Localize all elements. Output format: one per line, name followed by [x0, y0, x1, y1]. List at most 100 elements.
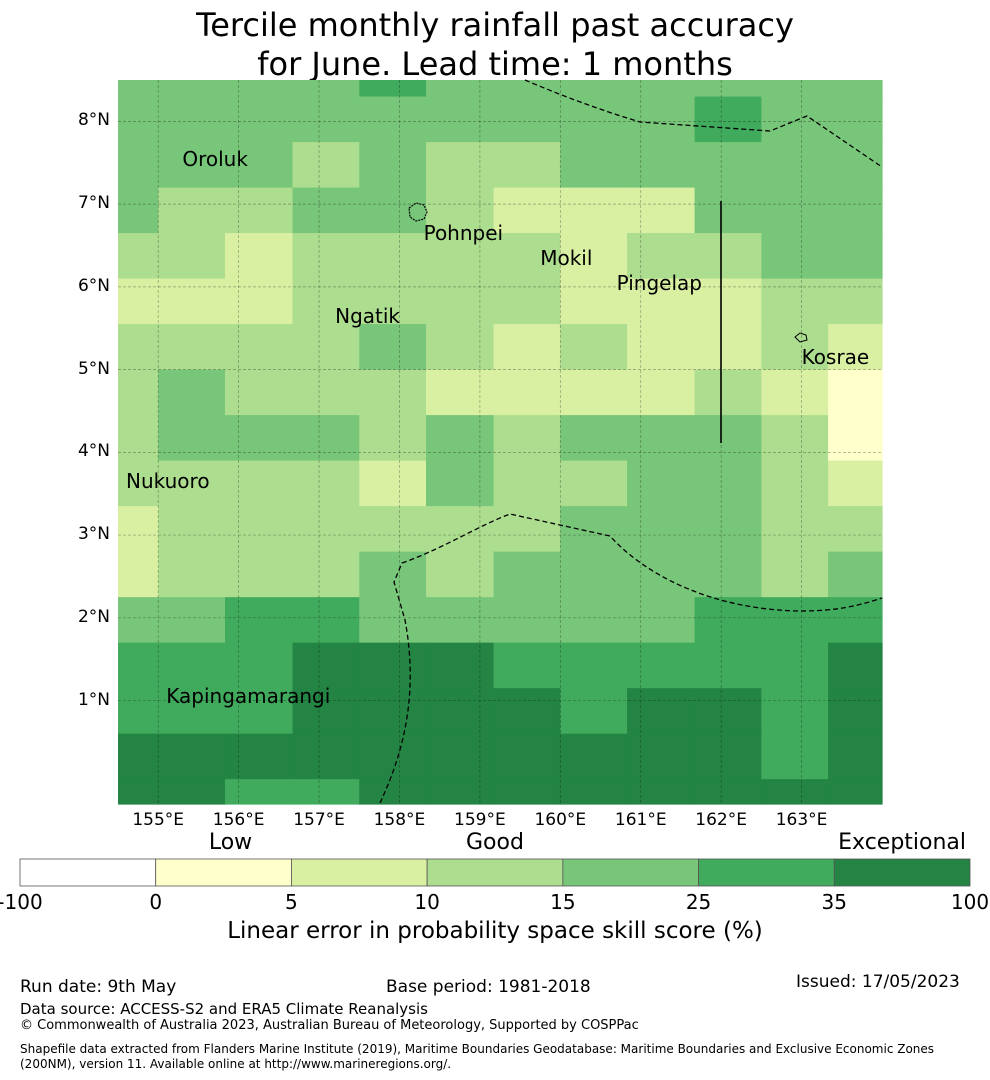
place-label: Nukuoro [126, 469, 210, 494]
skill-cell [761, 779, 829, 805]
skill-cell [493, 80, 561, 98]
place-label: Kapingamarangi [166, 684, 331, 709]
skill-cell [292, 80, 360, 98]
skill-cell [158, 369, 226, 416]
skill-cell [158, 187, 226, 234]
skill-cell [359, 642, 427, 689]
eez-boundary-north [524, 79, 883, 168]
skill-cell [493, 597, 561, 644]
skill-cell [560, 324, 628, 371]
skill-cell [627, 233, 696, 280]
colorbar-category-label: Low [208, 830, 253, 855]
skill-cell [158, 96, 226, 143]
skill-cell [627, 733, 696, 780]
latitude-label: 4°N [77, 441, 110, 462]
data-source: Data source: ACCESS-S2 and ERA5 Climate … [20, 1000, 428, 1018]
skill-cell [560, 80, 628, 98]
skill-cell [292, 733, 360, 780]
skill-cell [359, 187, 427, 234]
skill-cell [224, 597, 294, 644]
skill-cell [224, 278, 294, 325]
eez-boundaries [379, 79, 883, 804]
skill-cell [426, 551, 495, 598]
skill-cell [359, 142, 427, 189]
skill-cell [493, 369, 561, 416]
colorbar-tick-label: 25 [685, 890, 712, 914]
skill-cell [627, 278, 696, 325]
skill-cell [828, 96, 883, 143]
skill-cell [761, 233, 829, 280]
skill-cell [761, 369, 829, 416]
skill-cell [359, 415, 427, 462]
skill-cell [224, 369, 294, 416]
longitude-label: 157°E [293, 810, 345, 830]
map-title-line-1: Tercile monthly rainfall past accuracy [196, 6, 794, 44]
skill-cell [426, 80, 495, 98]
colorbar-segment [426, 858, 564, 887]
skill-cell [493, 688, 561, 735]
skill-cell [560, 733, 628, 780]
skill-cell [292, 597, 360, 644]
skill-cell [292, 779, 360, 805]
skill-cell [292, 551, 360, 598]
skill-cell [359, 597, 427, 644]
skill-cell [694, 779, 762, 805]
colorbar-tick-label: -100 [0, 890, 43, 914]
skill-cell [292, 324, 360, 371]
skill-cell [761, 80, 829, 98]
skill-cell [292, 369, 360, 416]
skill-cell [627, 415, 696, 462]
skill-cell [426, 733, 495, 780]
skill-cell [224, 324, 294, 371]
skill-cell [761, 415, 829, 462]
colorbar-segment [562, 858, 699, 887]
skill-cell [158, 324, 226, 371]
skill-cell [694, 80, 762, 98]
skill-cell [224, 460, 294, 507]
skill-cell [158, 80, 226, 98]
colorbar-segment [833, 858, 971, 887]
colorbar-segment [291, 858, 428, 887]
skill-cell [426, 779, 495, 805]
skill-cell [118, 324, 159, 371]
shapefile-credit: Shapefile data extracted from Flanders M… [20, 1042, 935, 1071]
skill-cell [426, 642, 495, 689]
skill-cell [694, 415, 762, 462]
skill-cell [359, 369, 427, 416]
skill-cell [118, 142, 159, 189]
skill-cell [694, 233, 762, 280]
skill-cell [493, 551, 561, 598]
latitude-label: 2°N [77, 606, 110, 627]
skill-cell [292, 688, 360, 735]
map-title-line-2: for June. Lead time: 1 months [257, 45, 733, 83]
colorbar-tick-label: 35 [821, 890, 847, 914]
skill-cell [694, 551, 762, 598]
skill-cell [560, 642, 628, 689]
skill-cell [158, 551, 226, 598]
skill-cell [761, 506, 829, 553]
skill-cell [118, 688, 159, 735]
skill-cell [761, 551, 829, 598]
place-label: Pohnpei [423, 221, 504, 246]
skill-cell [158, 733, 226, 780]
skill-cell [493, 506, 561, 553]
skill-cell [158, 233, 226, 280]
skill-cell [761, 460, 829, 507]
longitude-label: 156°E [212, 810, 265, 830]
skill-cell [359, 324, 427, 371]
skill-cell [118, 597, 159, 644]
latitude-label: 8°N [77, 110, 110, 131]
skill-cell [359, 278, 427, 325]
skill-cell [493, 460, 561, 507]
skill-cell [118, 80, 159, 98]
skill-cell [828, 733, 883, 780]
skill-cell [292, 187, 360, 234]
place-label: Oroluk [182, 146, 248, 171]
skill-cell [359, 779, 427, 805]
skill-cell [493, 642, 561, 689]
skill-cell [761, 142, 829, 189]
skill-cell [627, 551, 696, 598]
skill-cell [828, 80, 883, 98]
skill-cell [224, 187, 294, 234]
